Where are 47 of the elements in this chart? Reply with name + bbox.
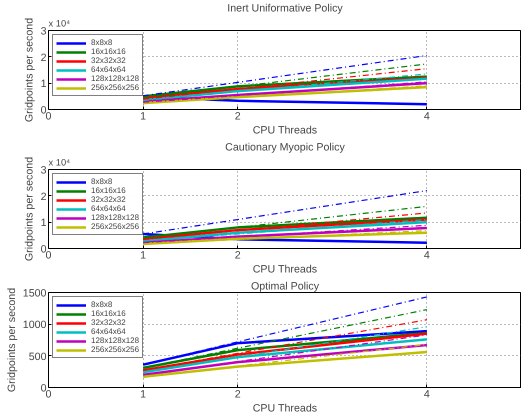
- y-tick-label: 1000: [22, 319, 47, 332]
- y-tick-label: 3: [40, 26, 47, 38]
- legend-label: 128x128x128: [91, 213, 140, 222]
- x-tick-label: 1: [140, 110, 146, 122]
- legend-label: 128x128x128: [91, 336, 140, 345]
- y-axis-title: Gridpoints per second: [24, 156, 36, 262]
- x-axis-title: CPU Threads: [252, 124, 318, 136]
- x-axis-title: CPU Threads: [252, 264, 318, 276]
- legend-label: 256x256x256: [91, 222, 140, 231]
- legend-label: 8x8x8: [91, 300, 112, 309]
- legend-label: 64x64x64: [91, 204, 126, 213]
- legend-label: 32x32x32: [91, 318, 126, 327]
- text: x 10⁴: [48, 18, 70, 28]
- legend-label: 64x64x64: [91, 65, 126, 74]
- chart-title: Optimal Policy: [250, 280, 320, 292]
- y-tick-label: 2: [40, 190, 47, 203]
- x-tick-label: 4: [424, 388, 430, 400]
- legend-label: 16x16x16: [91, 47, 126, 56]
- x-axis-title: CPU Threads: [252, 402, 318, 414]
- legend-label: 128x128x128: [91, 74, 140, 83]
- x-tick-label: 4: [424, 110, 430, 122]
- x-tick-label: 2: [234, 250, 241, 262]
- text: x 10⁴: [48, 158, 70, 168]
- y-axis-title: Gridpoints per second: [24, 18, 36, 122]
- legend-label: 32x32x32: [91, 56, 126, 65]
- y-tick-label: 500: [28, 350, 47, 363]
- legend-label: 64x64x64: [91, 327, 126, 336]
- legend-label: 256x256x256: [91, 83, 140, 92]
- x-tick-label: 1: [140, 250, 146, 262]
- x-tick-label: 2: [234, 110, 241, 122]
- x-tick-label: 1: [140, 388, 146, 400]
- legend-label: 16x16x16: [91, 186, 126, 195]
- y-tick-label: 3: [40, 164, 47, 176]
- legend-label: 8x8x8: [91, 38, 112, 47]
- legend-label: 16x16x16: [91, 309, 126, 318]
- legend-label: 32x32x32: [91, 195, 126, 204]
- legend-label: 256x256x256: [91, 345, 140, 354]
- y-axis-title: Gridpoints per second: [6, 288, 18, 392]
- x-tick-label: 4: [424, 250, 430, 262]
- chart-title: Cautionary Myopic Policy: [225, 142, 346, 154]
- y-tick-label: 1500: [22, 288, 47, 300]
- chart-title: Inert Uniformative Policy: [227, 2, 344, 14]
- y-tick-label: 2: [40, 52, 47, 64]
- y-tick-label: 1: [40, 217, 47, 230]
- legend-label: 8x8x8: [91, 177, 112, 186]
- x-tick-label: 2: [234, 388, 241, 400]
- y-tick-label: 1: [40, 78, 47, 90]
